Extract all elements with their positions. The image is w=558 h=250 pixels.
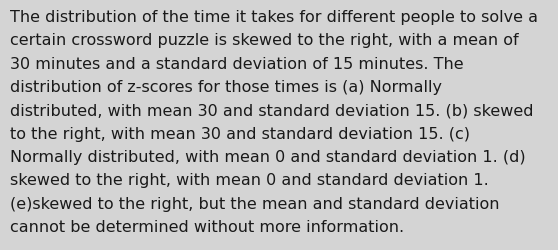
Text: distribution of z-scores for those times is (a) Normally: distribution of z-scores for those times…: [10, 80, 442, 95]
Text: cannot be determined without more information.: cannot be determined without more inform…: [10, 219, 404, 234]
Text: distributed, with mean 30 and standard deviation 15. (b) skewed: distributed, with mean 30 and standard d…: [10, 103, 533, 118]
Text: The distribution of the time it takes for different people to solve a: The distribution of the time it takes fo…: [10, 10, 538, 25]
Text: to the right, with mean 30 and standard deviation 15. (c): to the right, with mean 30 and standard …: [10, 126, 470, 141]
Text: (e)skewed to the right, but the mean and standard deviation: (e)skewed to the right, but the mean and…: [10, 196, 499, 211]
Text: Normally distributed, with mean 0 and standard deviation 1. (d): Normally distributed, with mean 0 and st…: [10, 150, 526, 164]
Text: skewed to the right, with mean 0 and standard deviation 1.: skewed to the right, with mean 0 and sta…: [10, 173, 489, 188]
Text: certain crossword puzzle is skewed to the right, with a mean of: certain crossword puzzle is skewed to th…: [10, 33, 519, 48]
Text: 30 minutes and a standard deviation of 15 minutes. The: 30 minutes and a standard deviation of 1…: [10, 56, 464, 72]
